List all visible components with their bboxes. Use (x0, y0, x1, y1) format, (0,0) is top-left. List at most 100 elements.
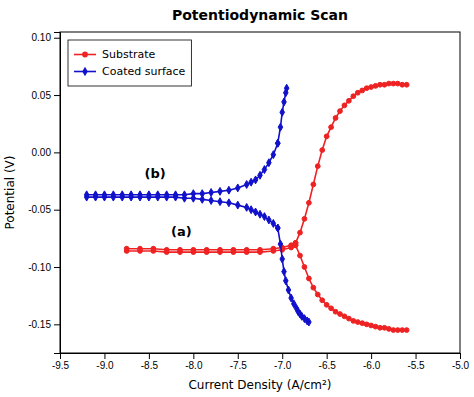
legend-label: Substrate (102, 48, 156, 61)
marker (253, 176, 258, 184)
tick-label: 0.00 (32, 147, 52, 158)
marker (306, 200, 311, 205)
legend-item: Coated surface (74, 65, 186, 78)
marker (124, 249, 129, 254)
y-axis-title: Potential (V) (3, 156, 17, 230)
tick-label: -9.5 (52, 360, 70, 371)
marker (302, 265, 307, 270)
tick-label: -8.5 (141, 360, 159, 371)
marker (275, 224, 280, 232)
marker (235, 201, 240, 209)
line (296, 84, 407, 243)
marker (338, 109, 343, 114)
tick-label: -5.5 (407, 360, 425, 371)
marker (306, 276, 311, 281)
marker (102, 193, 107, 201)
marker (258, 171, 263, 179)
marker (302, 216, 307, 221)
tick: -5.0 (452, 353, 470, 371)
marker (244, 250, 249, 255)
legend-marker (82, 52, 88, 58)
tick-mark (416, 353, 417, 359)
plot-area: -9.5-9.0-8.5-8.0-7.5-7.0-6.5-6.0-5.5-5.0… (28, 32, 469, 371)
tick-mark (54, 267, 60, 268)
marker (231, 250, 236, 255)
legend-label: Coated surface (102, 65, 186, 78)
marker (324, 134, 329, 139)
marker (275, 139, 280, 147)
marker (278, 240, 283, 248)
marker (258, 210, 263, 218)
tick-label: -8.0 (185, 360, 203, 371)
marker (404, 82, 409, 87)
plot-frame (60, 32, 460, 353)
series (124, 243, 298, 255)
tick-label: -0.15 (28, 319, 51, 330)
marker (271, 151, 276, 159)
legend-marker (82, 67, 87, 76)
marker (278, 123, 283, 131)
marker (342, 103, 347, 108)
marker (120, 193, 125, 201)
series (293, 81, 409, 245)
marker (351, 94, 356, 99)
tick: -5.5 (407, 353, 425, 371)
marker (283, 277, 288, 285)
tick-mark (54, 38, 60, 39)
tick-label: -0.05 (28, 204, 51, 215)
marker (280, 108, 285, 116)
tick-label: -6.0 (363, 360, 381, 371)
marker (315, 164, 320, 169)
marker (404, 328, 409, 333)
marker (173, 193, 178, 201)
marker (93, 193, 98, 201)
marker (275, 224, 280, 232)
tick: -0.05 (28, 204, 60, 215)
tick: 0.10 (32, 32, 60, 43)
tick-mark (54, 324, 60, 325)
marker (311, 285, 316, 290)
tick: -8.5 (141, 353, 159, 371)
marker (307, 318, 312, 326)
marker (84, 193, 89, 201)
marker (227, 186, 232, 194)
marker (111, 193, 116, 201)
marker (253, 208, 258, 216)
tick-label: -7.5 (230, 360, 248, 371)
legend: Substrate Coated surface (68, 40, 191, 86)
tick: 0.05 (32, 90, 60, 101)
series (275, 84, 288, 147)
tick-label: 0.10 (32, 32, 52, 43)
marker (286, 286, 291, 294)
marker (333, 116, 338, 121)
marker (284, 84, 289, 92)
tick-mark (193, 353, 194, 359)
marker (271, 220, 276, 228)
marker (151, 249, 156, 254)
tick: -7.0 (274, 353, 292, 371)
marker (267, 159, 272, 167)
marker (280, 255, 285, 263)
marker (235, 184, 240, 192)
legend-box (68, 40, 191, 86)
series (275, 224, 311, 326)
tick: -7.5 (230, 353, 248, 371)
marker (147, 193, 152, 201)
marker (227, 199, 232, 207)
marker (218, 250, 223, 255)
tick-mark (327, 353, 328, 359)
marker (329, 306, 334, 311)
marker (324, 302, 329, 307)
x-axis-title: Current Density (A/cm²) (188, 378, 331, 392)
tick: -9.5 (52, 353, 70, 371)
line (278, 228, 309, 322)
marker (218, 187, 223, 195)
marker (249, 178, 254, 186)
tick-mark (282, 353, 283, 359)
tick-label: -9.0 (96, 360, 114, 371)
marker (329, 125, 334, 130)
title: Potentiodynamic Scan (172, 7, 348, 23)
marker (129, 193, 134, 201)
marker (293, 243, 298, 248)
marker (275, 139, 280, 147)
